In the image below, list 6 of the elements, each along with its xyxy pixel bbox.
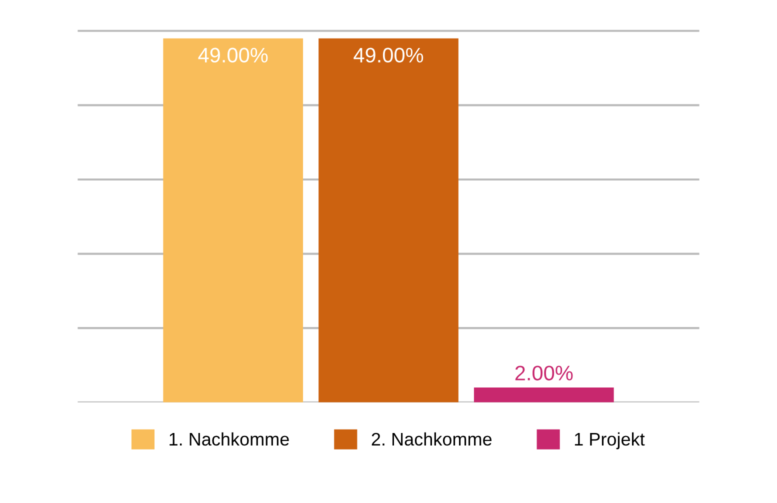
data-label: 49.00%: [198, 48, 268, 63]
legend-label: 1 Projekt: [574, 432, 645, 450]
data-label: 2.00%: [515, 366, 573, 380]
data-label: 49.00%: [354, 48, 424, 63]
legend-label: 2. Nachkomme: [372, 432, 492, 446]
legend-label: 1. Nachkomme: [170, 432, 289, 446]
